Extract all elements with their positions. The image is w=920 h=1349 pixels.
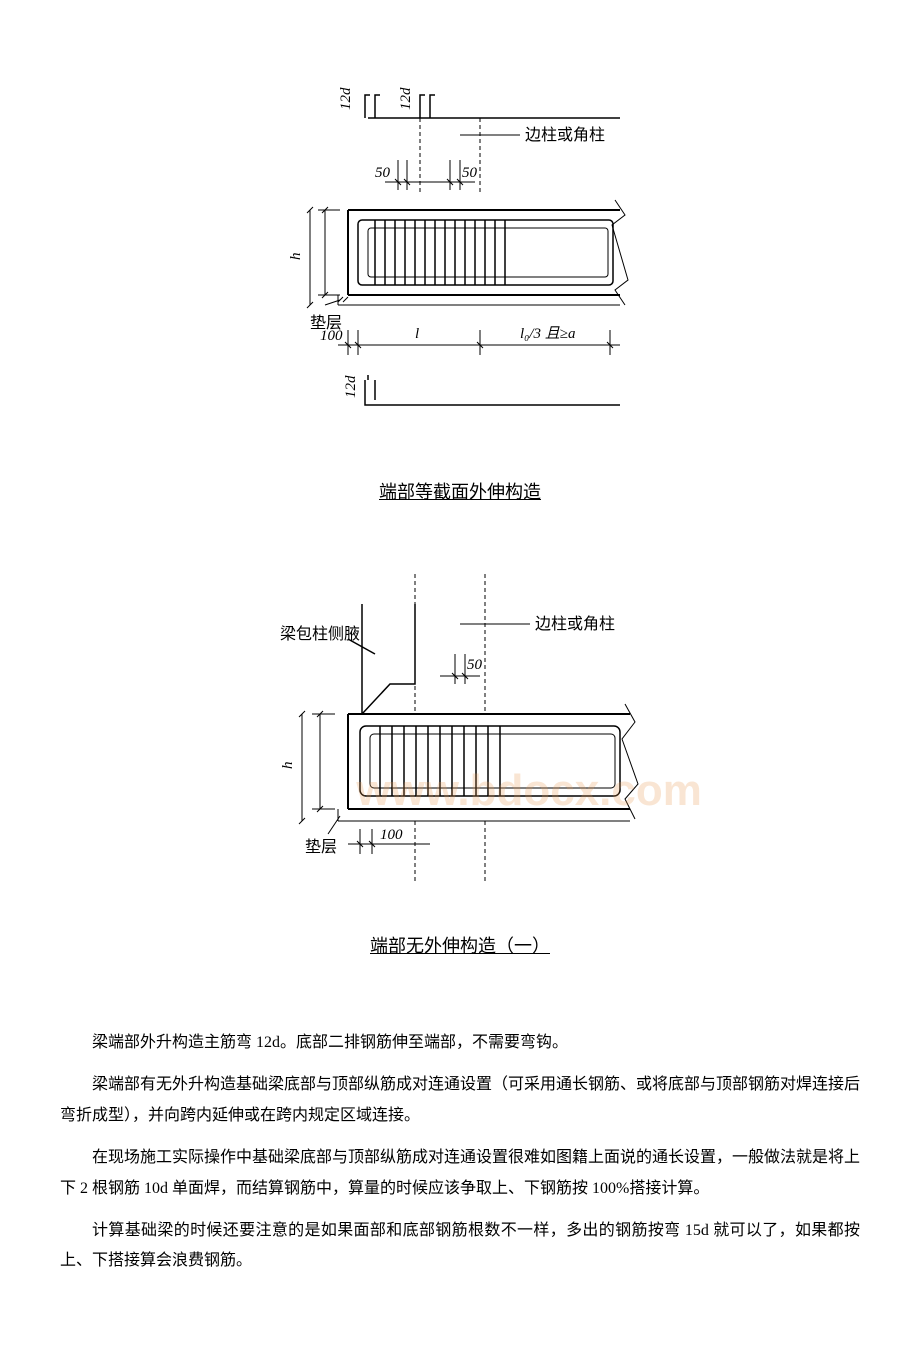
label-l: l <box>415 326 419 342</box>
label-100-2: 100 <box>380 827 403 843</box>
label-h-1: h <box>290 253 304 261</box>
label-100-1: 100 <box>320 328 343 344</box>
caption-1: 端部等截面外伸构造 <box>290 478 630 504</box>
paragraph-1: 梁端部外升构造主筋弯 12d。底部二排钢筋伸至端部，不需要弯钩。 <box>60 1028 860 1058</box>
paragraph-4: 计算基础梁的时候还要注意的是如果面部和底部钢筋根数不一样，多出的钢筋按弯 15d… <box>60 1216 860 1277</box>
label-12d-top: 12d <box>338 87 354 110</box>
label-50-2: 50 <box>467 657 483 673</box>
content-text: 梁端部外升构造主筋弯 12d。底部二排钢筋伸至端部，不需要弯钩。 梁端部有无外升… <box>60 1028 860 1277</box>
diagram-1: 12d 12d 边柱或角柱 50 50 <box>290 80 630 544</box>
label-l0: l₀/3 且≥a <box>520 326 576 342</box>
diagram-2-container: www.bdocx.com 边柱或角柱 梁包柱侧腋 <box>60 554 860 998</box>
paragraph-3: 在现场施工实际操作中基础梁底部与顶部纵筋成对连通设置很难如图籍上面说的通长设置，… <box>60 1143 860 1204</box>
paragraph-2: 梁端部有无外升构造基础梁底部与顶部纵筋成对连通设置（可采用通长钢筋、或将底部与顶… <box>60 1070 860 1131</box>
diagram-1-container: 12d 12d 边柱或角柱 50 50 <box>60 80 860 544</box>
label-bedding-2: 垫层 <box>305 838 337 856</box>
label-side: 梁包柱侧腋 <box>280 625 360 643</box>
diagram-2: www.bdocx.com 边柱或角柱 梁包柱侧腋 <box>280 554 640 998</box>
label-12d-inner: 12d <box>398 87 414 110</box>
caption-2: 端部无外伸构造（一） <box>280 932 640 958</box>
label-h-2: h <box>280 762 296 770</box>
label-50-left: 50 <box>375 165 391 181</box>
label-50-right: 50 <box>462 165 478 181</box>
label-column-2: 边柱或角柱 <box>535 615 615 633</box>
label-column-1: 边柱或角柱 <box>525 126 605 144</box>
label-12d-bottom: 12d <box>343 375 359 398</box>
